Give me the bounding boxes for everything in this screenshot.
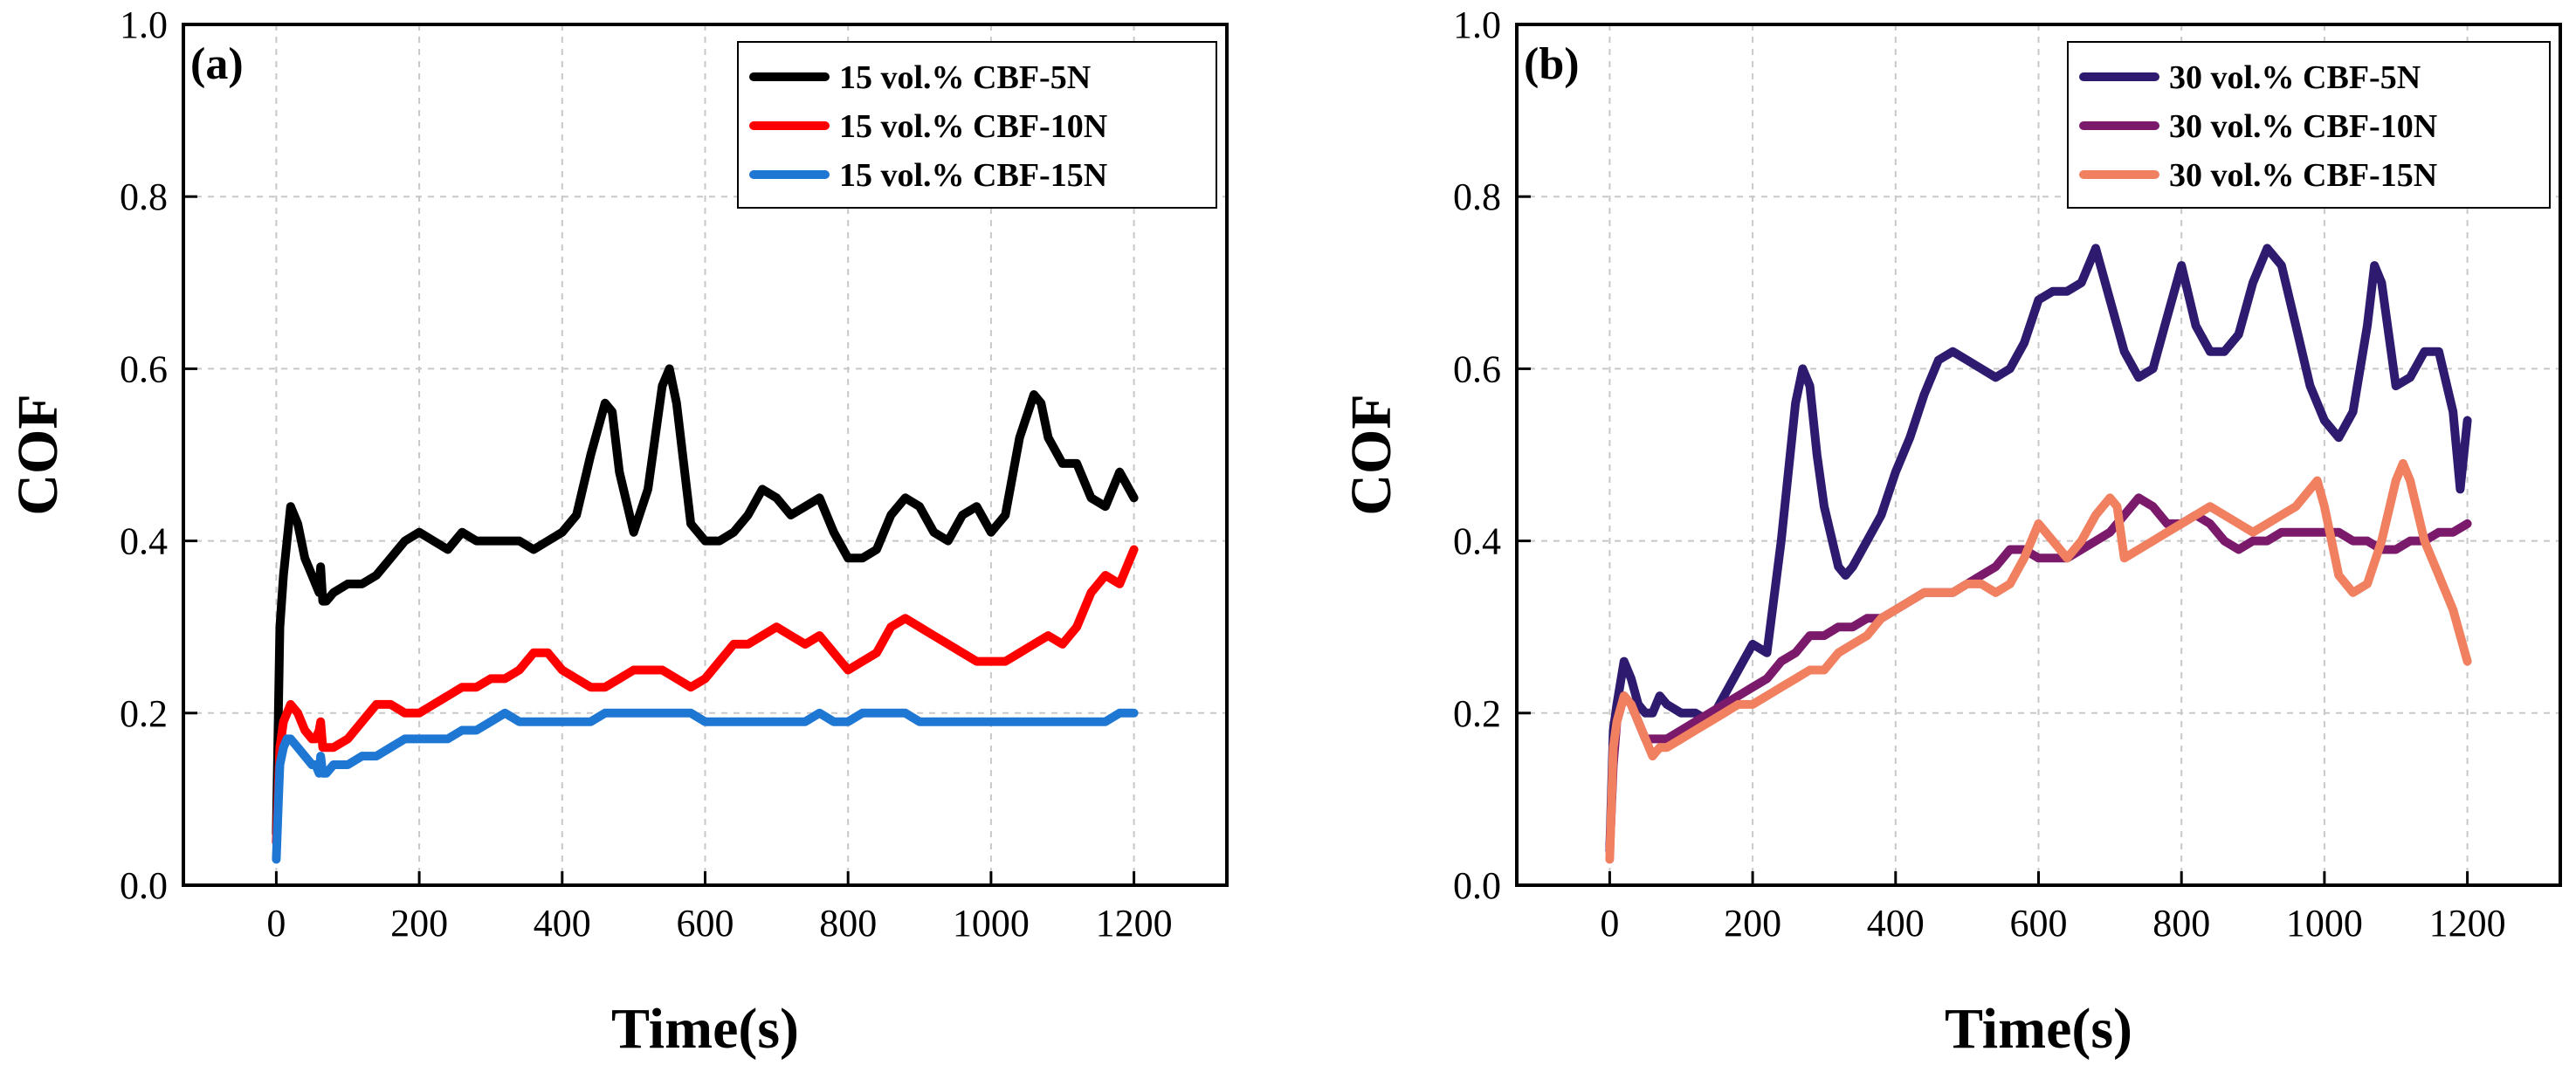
panel-b-ticks — [1517, 23, 2469, 887]
y-tick-label: 0.8 — [1453, 175, 1501, 218]
y-tick-label: 1.0 — [120, 3, 168, 46]
panel-b-y-axis-title: COF — [1340, 394, 1403, 515]
panel-b-x-tick-labels: 0 200 400 600 800 1000 1200 — [1600, 902, 2505, 945]
panel-a-series-line-1 — [272, 364, 1139, 838]
panel-a-series-line-2 — [272, 545, 1139, 847]
y-tick-label: 0.0 — [1453, 864, 1501, 907]
x-tick-label: 0 — [266, 902, 286, 945]
y-tick-label: 1.0 — [1453, 3, 1501, 46]
x-tick-label: 1200 — [1096, 902, 1173, 945]
legend-label-15-5n: 15 vol.% CBF-5N — [839, 59, 1091, 96]
y-tick-label: 0.0 — [120, 864, 168, 907]
x-tick-label: 1200 — [2429, 902, 2506, 945]
x-tick-label: 600 — [2010, 902, 2068, 945]
panel-b-x-axis-title: Time(s) — [1945, 997, 2132, 1061]
x-tick-label: 600 — [677, 902, 734, 945]
y-tick-label: 0.4 — [1453, 520, 1501, 563]
panel-b-label: (b) — [1524, 39, 1580, 89]
x-tick-label: 400 — [1867, 902, 1925, 945]
panel-b-legend: 30 vol.% CBF-5N 30 vol.% CBF-10N 30 vol.… — [2067, 41, 2551, 209]
y-tick-label: 0.2 — [1453, 692, 1501, 735]
panel-a-series-line-3 — [272, 708, 1139, 864]
x-tick-label: 800 — [819, 902, 877, 945]
panel-a-ticks — [183, 23, 1136, 887]
x-tick-label: 1000 — [2286, 902, 2363, 945]
y-tick-label: 0.2 — [120, 692, 168, 735]
x-tick-label: 200 — [1724, 902, 1781, 945]
panel-a-y-axis-title: COF — [6, 394, 70, 515]
panel-a-y-tick-labels: 0.0 0.2 0.4 0.6 0.8 1.0 — [120, 3, 168, 907]
legend-label-15-10n: 15 vol.% CBF-10N — [839, 108, 1107, 145]
panel-a-legend: 15 vol.% CBF-5N 15 vol.% CBF-10N 15 vol.… — [737, 41, 1217, 209]
x-tick-label: 0 — [1600, 902, 1619, 945]
y-tick-label: 0.6 — [120, 347, 168, 390]
x-tick-label: 800 — [2152, 902, 2210, 945]
panel-a: 0 200 400 600 800 1000 1200 0.0 0.2 0.4 0.6 0.8 1.0… — [6, 3, 1229, 1061]
y-tick-label: 0.4 — [120, 520, 168, 563]
legend-label-30-15n: 30 vol.% CBF-15N — [2169, 157, 2437, 194]
panel-a-x-axis-title: Time(s) — [611, 997, 799, 1061]
x-tick-label: 400 — [534, 902, 591, 945]
x-tick-label: 1000 — [953, 902, 1030, 945]
panel-a-x-tick-labels: 0 200 400 600 800 1000 1200 — [266, 902, 1172, 945]
legend-label-15-15n: 15 vol.% CBF-15N — [839, 157, 1107, 194]
legend-label-30-5n: 30 vol.% CBF-5N — [2169, 59, 2421, 96]
y-tick-label: 0.8 — [120, 175, 168, 218]
panel-b-series-line-3 — [1605, 458, 2472, 864]
legend-label-30-10n: 30 vol.% CBF-10N — [2169, 108, 2437, 145]
y-tick-label: 0.6 — [1453, 347, 1501, 390]
panel-b-y-tick-labels: 0.0 0.2 0.4 0.6 0.8 1.0 — [1453, 3, 1501, 907]
panel-a-series — [272, 364, 1139, 864]
panel-a-label: (a) — [190, 39, 244, 89]
panel-b-series — [1605, 244, 2472, 864]
panel-b: 0 200 400 600 800 1000 1200 0.0 0.2 0.4 0.6 0.8 1.0… — [1340, 3, 2562, 1061]
panel-b-series-line-2 — [1605, 493, 2472, 856]
x-tick-label: 200 — [390, 902, 448, 945]
